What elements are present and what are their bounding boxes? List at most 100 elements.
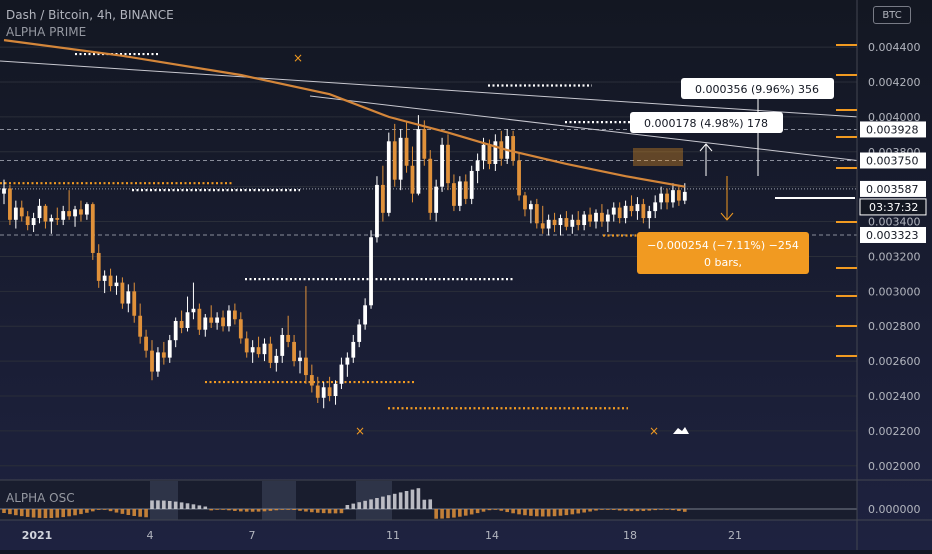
- time-tick-label: 2021: [22, 529, 53, 542]
- osc-bar: [339, 509, 344, 514]
- indicator-title[interactable]: ALPHA PRIME: [6, 25, 87, 39]
- time-tick-label: 7: [249, 529, 256, 542]
- candle-body: [511, 136, 516, 161]
- candle-body: [582, 214, 587, 226]
- candle-body: [309, 375, 314, 386]
- candle: [126, 284, 131, 313]
- candle-body: [505, 136, 510, 159]
- osc-bar: [357, 502, 361, 509]
- osc-bar: [665, 509, 669, 510]
- oscillator-title[interactable]: ALPHA OSC: [6, 491, 75, 505]
- osc-bar: [327, 509, 332, 514]
- candle: [676, 184, 681, 206]
- measure-text-1: 0.000356 (9.96%) 356: [695, 83, 819, 96]
- candle: [114, 275, 119, 295]
- candle: [49, 214, 54, 234]
- candle: [659, 186, 664, 210]
- candle: [13, 200, 18, 229]
- candle-body: [635, 204, 640, 212]
- candles-layer: [2, 115, 687, 409]
- candle: [588, 207, 592, 227]
- candle: [262, 338, 267, 362]
- candle-body: [410, 165, 415, 194]
- osc-highlight: [356, 481, 392, 520]
- candle: [546, 214, 551, 236]
- price-label-box: [860, 152, 926, 169]
- candle: [641, 198, 646, 224]
- osc-bar: [203, 506, 208, 509]
- oscillator-pane: 0.000000: [0, 479, 932, 520]
- osc-bar: [96, 509, 101, 510]
- price-label-box: [860, 226, 926, 243]
- symbol-title[interactable]: Dash / Bitcoin, 4h, BINANCE: [6, 8, 174, 22]
- osc-bar: [108, 509, 113, 512]
- candle-body: [363, 305, 368, 325]
- candle: [564, 211, 569, 231]
- candle: [179, 310, 184, 334]
- candle-body: [386, 141, 391, 213]
- osc-bar: [49, 509, 54, 518]
- candle-body: [339, 364, 344, 384]
- candle-body: [611, 207, 616, 215]
- osc-bar: [61, 509, 65, 518]
- candle-body: [558, 218, 563, 226]
- osc-bar: [683, 509, 687, 512]
- osc-bar: [91, 509, 95, 512]
- candle: [102, 270, 107, 294]
- time-tick-label: 4: [147, 529, 154, 542]
- candle: [215, 312, 220, 330]
- candle: [339, 357, 344, 390]
- candle-body: [369, 237, 373, 306]
- candle: [286, 315, 291, 348]
- osc-bar: [256, 509, 261, 512]
- osc-bar: [381, 496, 385, 509]
- osc-bar: [126, 509, 131, 516]
- osc-bar: [209, 509, 213, 511]
- osc-bar: [85, 509, 89, 513]
- osc-bar: [600, 509, 604, 510]
- candle-body: [49, 218, 54, 222]
- candle-body: [173, 320, 178, 341]
- candle-body: [576, 219, 581, 226]
- osc-bar: [73, 509, 77, 516]
- cross-marker: ×: [649, 424, 659, 438]
- candle-body: [552, 219, 557, 226]
- candle: [434, 179, 439, 222]
- price-label-box: [860, 180, 926, 197]
- osc-bar: [570, 509, 575, 515]
- osc-bar: [244, 509, 249, 512]
- candle: [558, 214, 563, 236]
- osc-bar: [653, 509, 657, 511]
- currency-button[interactable]: BTC: [873, 6, 911, 24]
- candle-body: [167, 340, 172, 358]
- candle-body: [404, 137, 409, 166]
- osc-bar: [227, 509, 231, 511]
- candle-body: [481, 144, 486, 161]
- candle: [351, 334, 356, 363]
- candle-body: [203, 317, 208, 330]
- candle-body: [534, 204, 539, 224]
- candle-body: [392, 141, 397, 180]
- price-axis: 0.002000 0.002200 0.002400 0.002600 0.002800…: [836, 0, 927, 550]
- osc-bar: [404, 491, 409, 509]
- candle-body: [102, 275, 107, 281]
- trend-line: [0, 60, 858, 118]
- candle-body: [493, 141, 498, 164]
- candle: [605, 209, 610, 233]
- candle-body: [375, 184, 379, 238]
- time-tick-label: 14: [485, 529, 499, 542]
- candle-body: [564, 218, 569, 227]
- candle: [67, 190, 72, 220]
- candle-body: [73, 209, 77, 217]
- candle-body: [61, 211, 66, 220]
- price-tick-label: 0.003400: [868, 216, 921, 229]
- candle-body: [215, 317, 220, 323]
- osc-bar: [540, 509, 545, 517]
- osc-bar: [351, 503, 356, 509]
- candle-body: [659, 193, 664, 203]
- osc-bar: [552, 509, 557, 517]
- candle-body: [665, 193, 669, 203]
- candle-body: [570, 219, 575, 227]
